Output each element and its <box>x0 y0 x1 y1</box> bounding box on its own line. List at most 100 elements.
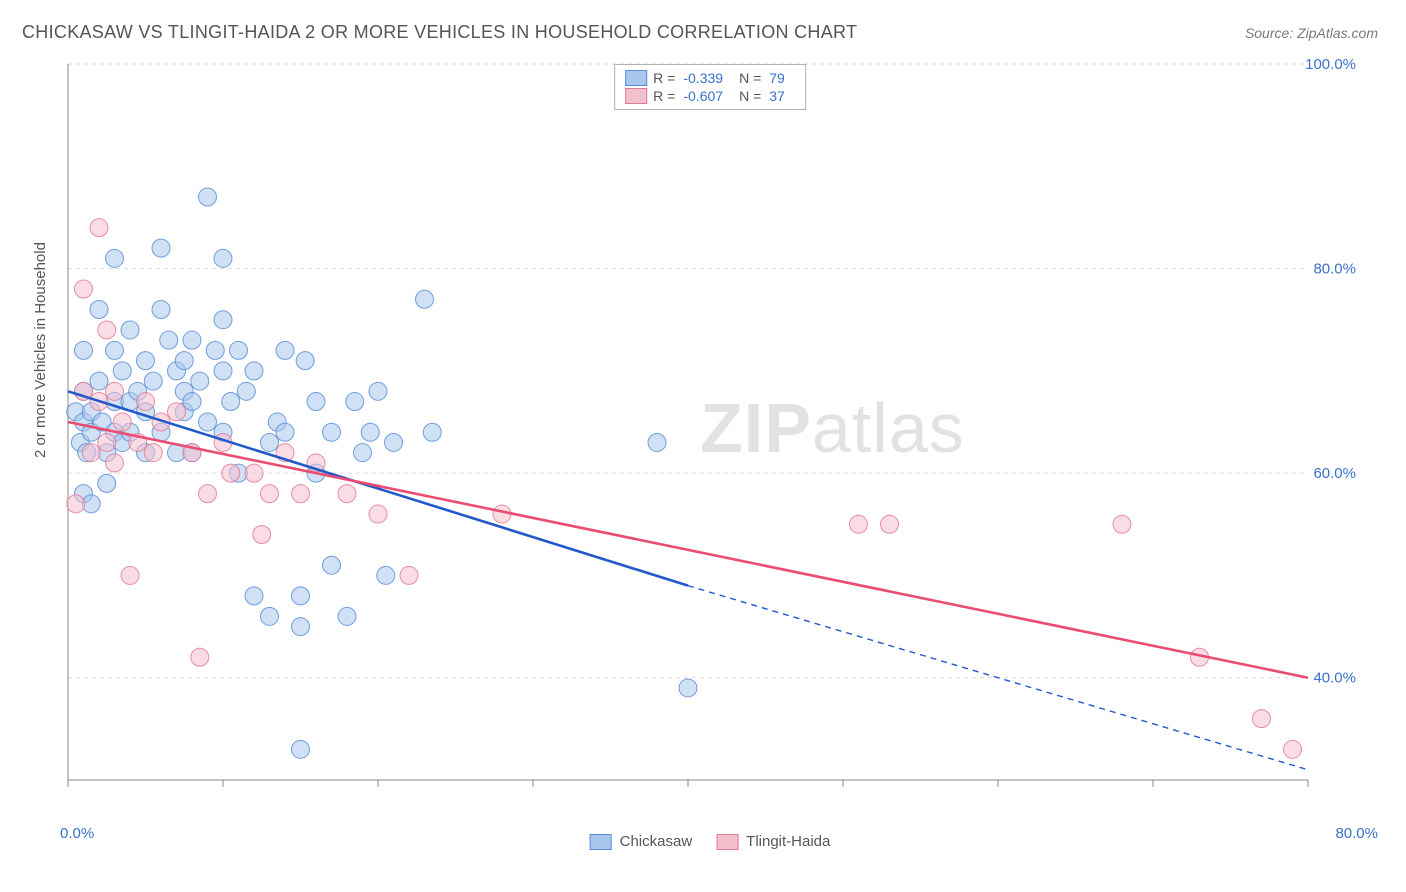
chart-title: CHICKASAW VS TLINGIT-HAIDA 2 OR MORE VEH… <box>22 22 857 43</box>
series-legend: Chickasaw Tlingit-Haida <box>590 833 831 850</box>
data-point <box>369 505 387 523</box>
data-point <box>369 382 387 400</box>
data-point <box>292 485 310 503</box>
data-point <box>261 485 279 503</box>
header: CHICKASAW VS TLINGIT-HAIDA 2 OR MORE VEH… <box>0 0 1406 53</box>
data-point <box>354 444 372 462</box>
data-point <box>323 423 341 441</box>
data-point <box>152 239 170 257</box>
legend-label: Chickasaw <box>620 833 693 850</box>
y-tick-label: 100.0% <box>1305 58 1356 73</box>
trend-line <box>68 422 1308 678</box>
data-point <box>168 403 186 421</box>
data-point <box>106 454 124 472</box>
data-point <box>199 413 217 431</box>
data-point <box>98 433 116 451</box>
y-axis-label: 2 or more Vehicles in Household <box>32 242 49 458</box>
trend-line <box>68 391 688 585</box>
data-point <box>113 413 131 431</box>
data-point <box>152 300 170 318</box>
data-point <box>214 362 232 380</box>
data-point <box>90 300 108 318</box>
data-point <box>82 444 100 462</box>
data-point <box>106 249 124 267</box>
y-tick-label: 60.0% <box>1313 465 1356 482</box>
data-point <box>245 587 263 605</box>
data-point <box>377 566 395 584</box>
data-point <box>98 474 116 492</box>
legend-swatch <box>625 70 647 86</box>
data-point <box>850 515 868 533</box>
data-point <box>113 362 131 380</box>
data-point <box>416 290 434 308</box>
x-axis-max-label: 80.0% <box>1335 825 1378 842</box>
data-point <box>222 393 240 411</box>
y-tick-label: 80.0% <box>1313 261 1356 278</box>
data-point <box>75 341 93 359</box>
data-point <box>237 382 255 400</box>
data-point <box>292 618 310 636</box>
y-tick-label: 40.0% <box>1313 670 1356 687</box>
plot-container: 2 or more Vehicles in Household 40.0%60.… <box>40 58 1380 848</box>
data-point <box>307 393 325 411</box>
data-point <box>199 485 217 503</box>
data-point <box>183 393 201 411</box>
data-point <box>98 321 116 339</box>
data-point <box>191 648 209 666</box>
data-point <box>144 372 162 390</box>
data-point <box>423 423 441 441</box>
data-point <box>199 188 217 206</box>
legend-swatch <box>625 88 647 104</box>
data-point <box>175 352 193 370</box>
data-point <box>292 740 310 758</box>
data-point <box>90 219 108 237</box>
data-point <box>276 423 294 441</box>
data-point <box>648 433 666 451</box>
data-point <box>245 464 263 482</box>
data-point <box>338 607 356 625</box>
x-axis-min-label: 0.0% <box>60 825 94 842</box>
data-point <box>183 331 201 349</box>
scatter-chart: 40.0% 60.0% 80.0% 100.0% <box>58 58 1378 828</box>
data-point <box>292 587 310 605</box>
data-point <box>253 526 271 544</box>
data-point <box>106 382 124 400</box>
data-point <box>67 495 85 513</box>
legend-swatch <box>590 834 612 850</box>
data-point <box>214 249 232 267</box>
data-point <box>338 485 356 503</box>
data-point <box>881 515 899 533</box>
data-point <box>230 341 248 359</box>
data-point <box>191 372 209 390</box>
data-point <box>137 352 155 370</box>
data-point <box>144 444 162 462</box>
data-point <box>323 556 341 574</box>
data-point <box>1113 515 1131 533</box>
data-point <box>137 393 155 411</box>
data-point <box>1253 710 1271 728</box>
legend-item: Chickasaw <box>590 833 693 850</box>
legend-item: Tlingit-Haida <box>716 833 830 850</box>
data-point <box>261 433 279 451</box>
data-point <box>261 607 279 625</box>
data-point <box>206 341 224 359</box>
data-point <box>214 311 232 329</box>
data-point <box>361 423 379 441</box>
data-point <box>75 280 93 298</box>
data-point <box>222 464 240 482</box>
data-point <box>121 321 139 339</box>
data-point <box>121 566 139 584</box>
data-point <box>400 566 418 584</box>
legend-swatch <box>716 834 738 850</box>
data-point <box>385 433 403 451</box>
data-point <box>106 341 124 359</box>
data-point <box>679 679 697 697</box>
correlation-legend: R =-0.339 N =79 R =-0.607 N =37 <box>614 64 806 110</box>
data-point <box>160 331 178 349</box>
legend-row: R =-0.607 N =37 <box>625 87 795 105</box>
data-point <box>90 372 108 390</box>
data-point <box>1284 740 1302 758</box>
source-label: Source: ZipAtlas.com <box>1245 25 1378 41</box>
data-point <box>346 393 364 411</box>
legend-label: Tlingit-Haida <box>746 833 830 850</box>
